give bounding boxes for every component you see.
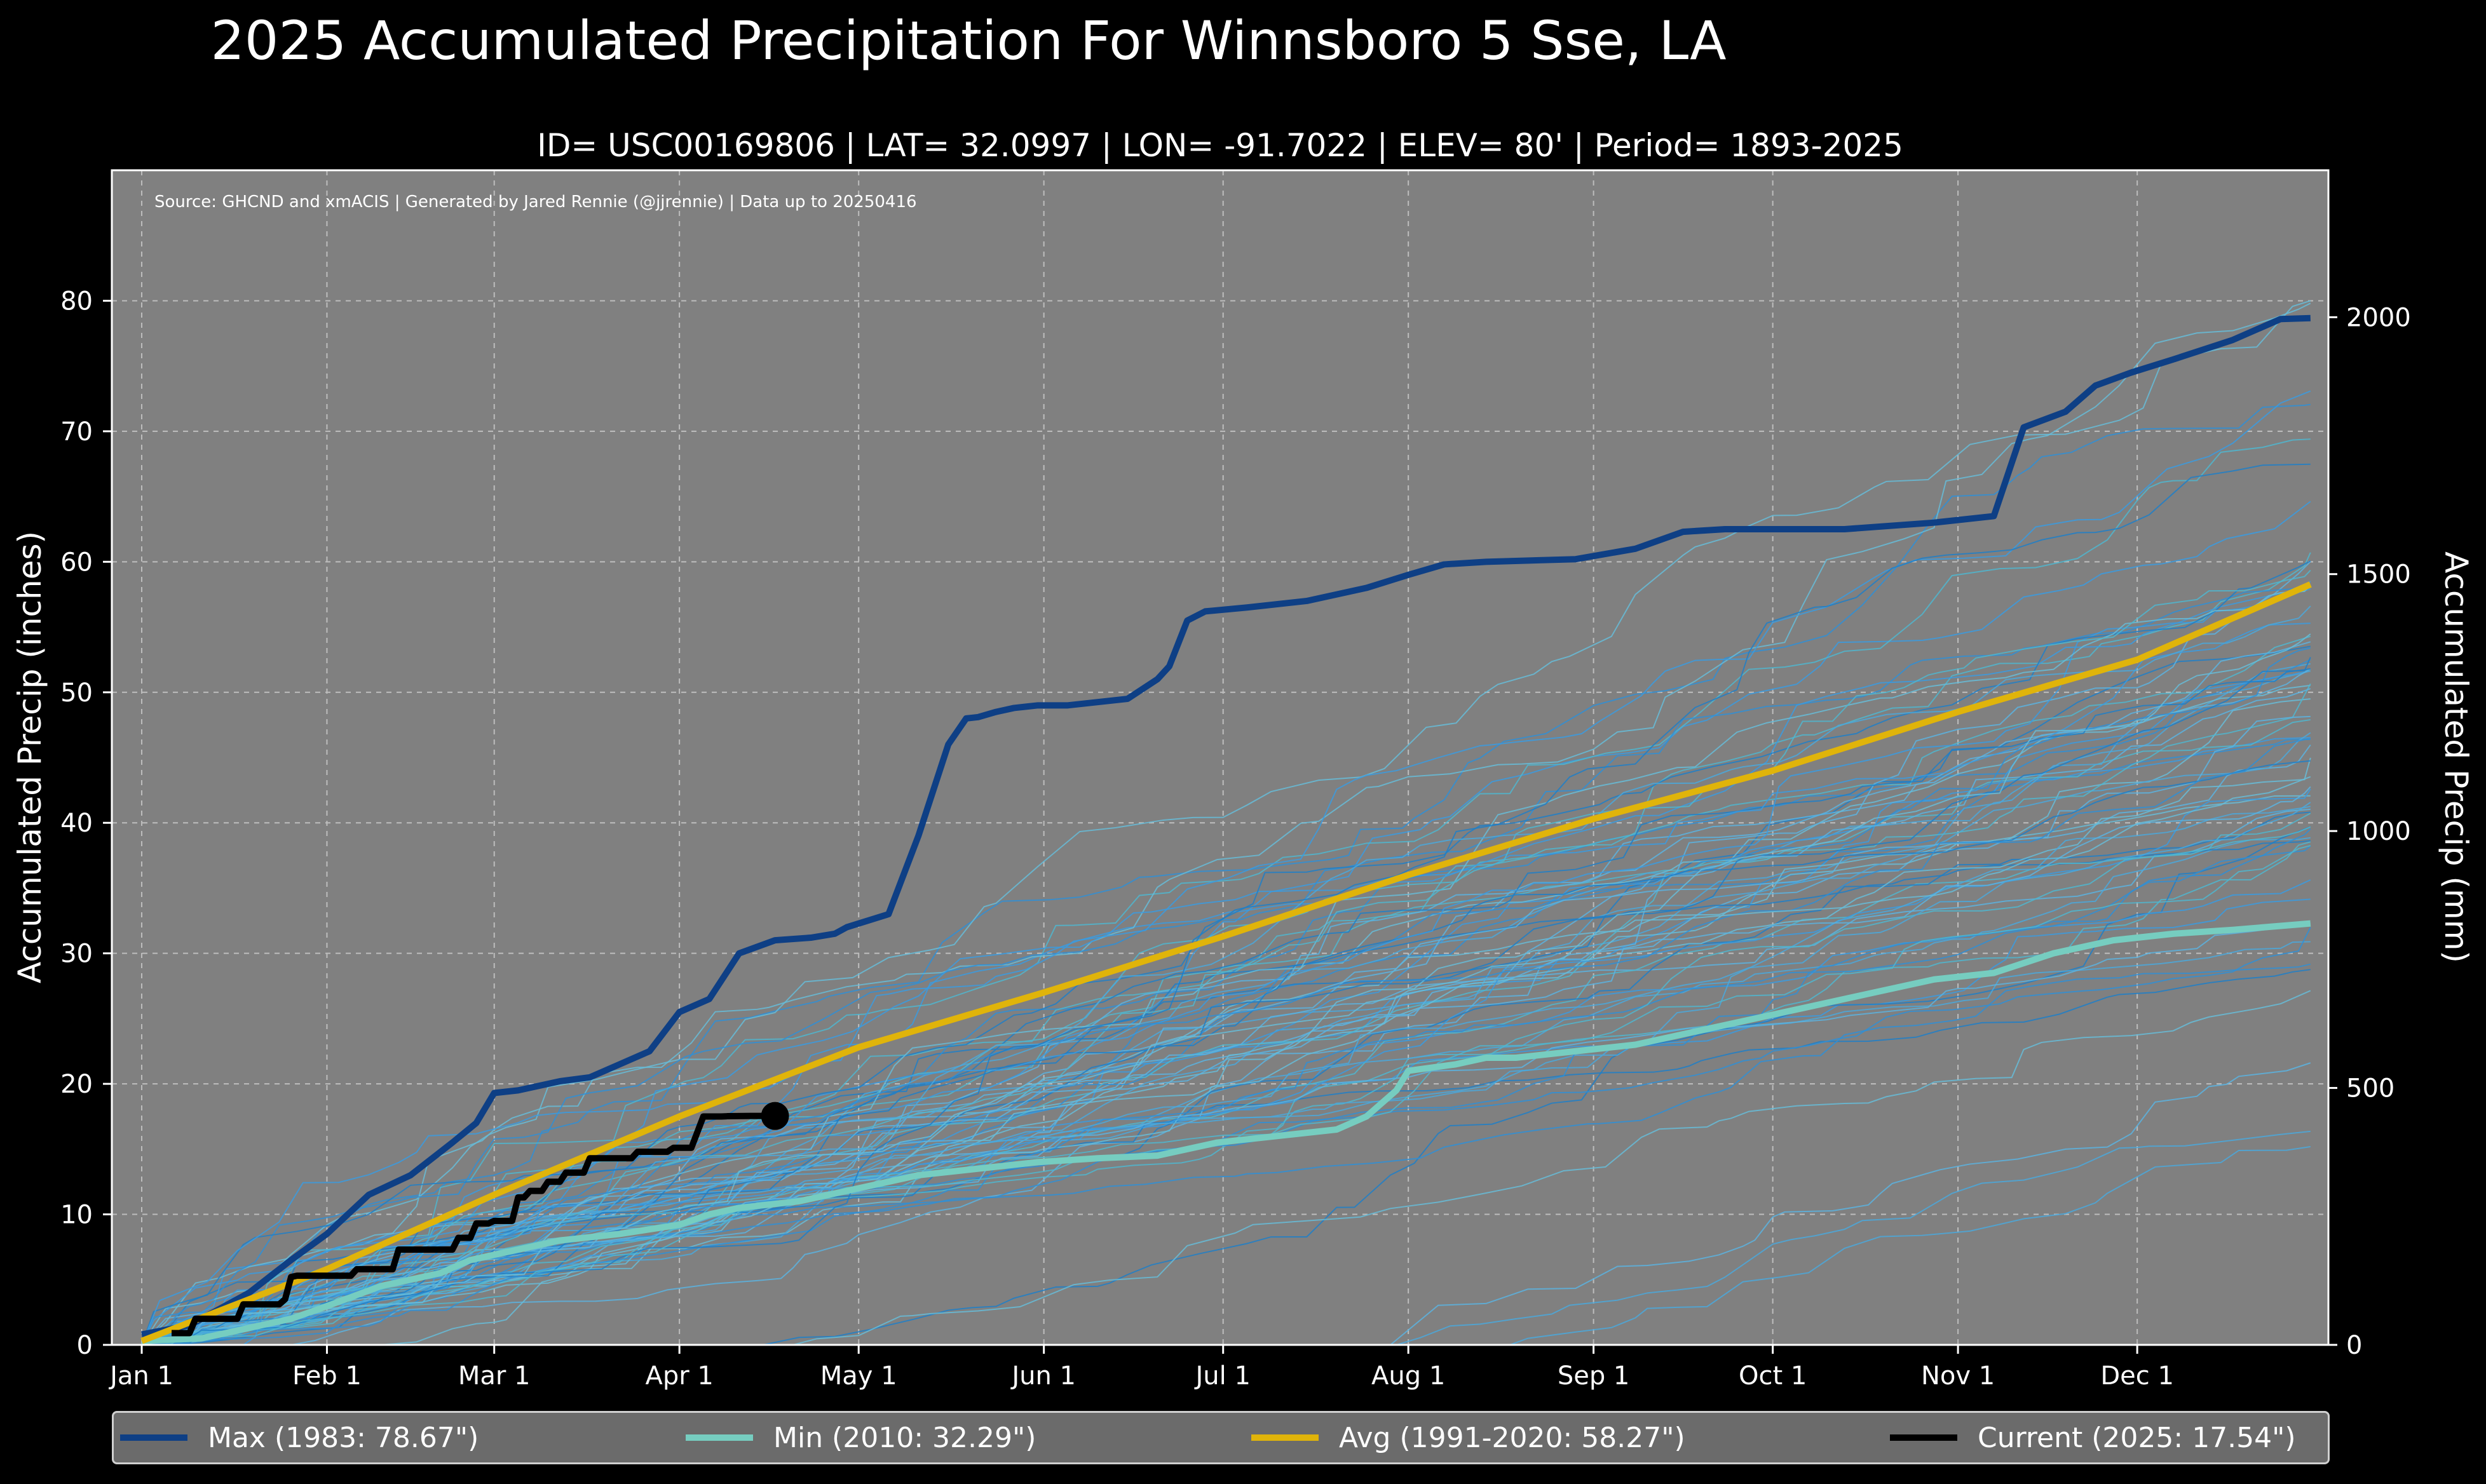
y-tick-label-right: 1000 (2346, 817, 2411, 846)
y-tick-label-left: 70 (60, 417, 93, 447)
historic-trace (141, 683, 2311, 1346)
legend-swatch-max (120, 1434, 187, 1441)
historic-trace (141, 302, 2311, 1346)
historic-trace (141, 802, 2311, 1346)
series-layer (140, 314, 2312, 1344)
historic-trace (141, 623, 2311, 1346)
historic-trace (1390, 1062, 2311, 1346)
historic-trace (141, 569, 2311, 1346)
y-tick-label-right: 2000 (2346, 303, 2411, 332)
legend-label-current: Current (2025: 17.54") (1978, 1421, 2296, 1454)
historic-trace (141, 605, 2311, 1346)
legend-item-avg: Avg (1991-2020: 58.27") (1251, 1413, 1685, 1462)
y-tick-label-left: 80 (60, 287, 93, 316)
historic-trace (141, 715, 2311, 1346)
historic-traces (141, 300, 2311, 1346)
legend-item-max: Max (1983: 78.67") (120, 1413, 479, 1462)
series-line-min (141, 920, 2311, 1344)
historic-trace (141, 927, 2311, 1346)
y-tick-label-left: 30 (60, 940, 93, 969)
y-tick-label-right: 500 (2346, 1074, 2394, 1103)
historic-trace (142, 586, 2311, 1346)
plot-frame (111, 169, 2330, 1346)
historic-trace (1509, 1145, 2311, 1346)
historic-trace (141, 688, 2311, 1346)
source-note: Source: GHCND and xmACIS | Generated by … (154, 192, 917, 212)
historic-trace (380, 633, 2311, 1346)
historic-trace (141, 813, 2311, 1346)
y-tick-label-left: 60 (60, 548, 93, 577)
chart-subtitle: ID= USC00169806 | LAT= 32.0997 | LON= -9… (537, 127, 1903, 164)
x-tick-label: Oct 1 (1739, 1361, 1807, 1391)
y-tick-label-left: 0 (77, 1331, 93, 1360)
y-tick-label-left: 50 (60, 678, 93, 708)
legend-swatch-current (1890, 1434, 1957, 1441)
x-tick-label: Nov 1 (1921, 1361, 1995, 1391)
x-tick-label: Jan 1 (108, 1361, 173, 1391)
historic-trace (141, 737, 2311, 1346)
historic-trace (141, 584, 2311, 1346)
historic-trace (141, 552, 2311, 1346)
series-line-current (172, 1112, 775, 1337)
x-tick-label: Mar 1 (458, 1361, 531, 1391)
ticks: Jan 1 Feb 1 Mar 1 Apr 1 May 1 Jun 1 Jul 1 Aug 1… (60, 287, 2411, 1391)
x-tick-label: Feb 1 (292, 1361, 362, 1391)
grid (112, 170, 2328, 1345)
historic-trace (141, 738, 2311, 1346)
legend-item-min: Min (2010: 32.29") (686, 1413, 1036, 1462)
historic-trace (141, 806, 2311, 1346)
x-tick-label: Apr 1 (645, 1361, 713, 1391)
plot-area (112, 170, 2328, 1345)
left-axis-label: Accumulated Precip (inches) (11, 531, 48, 983)
legend-swatch-min (686, 1434, 753, 1441)
legend-item-current: Current (2025: 17.54") (1890, 1413, 2296, 1462)
right-axis-label: Accumulated Precip (mm) (2438, 551, 2475, 963)
historic-trace (141, 560, 2311, 1346)
historic-trace (1396, 1130, 2311, 1346)
historic-trace (141, 657, 2311, 1346)
historic-trace (141, 738, 2311, 1346)
x-tick-label: Aug 1 (1371, 1361, 1445, 1391)
historic-trace (792, 990, 2311, 1346)
legend-swatch-avg (1251, 1434, 1319, 1441)
historic-trace (141, 826, 2311, 1346)
historic-trace (141, 808, 2311, 1346)
historic-trace (141, 922, 2311, 1346)
x-tick-label: May 1 (820, 1361, 897, 1391)
legend-label-min: Min (2010: 32.29") (773, 1421, 1036, 1454)
legend-label-max: Max (1983: 78.67") (208, 1421, 479, 1454)
historic-trace (141, 647, 2311, 1346)
chart-title: 2025 Accumulated Precipitation For Winns… (210, 10, 1727, 72)
series-line-avg (140, 581, 2312, 1344)
historic-trace (141, 786, 2311, 1346)
y-tick-label-left: 40 (60, 809, 93, 838)
historic-trace (141, 776, 2311, 1346)
historic-trace (141, 581, 2311, 1346)
historic-trace (141, 760, 2311, 1346)
historic-trace (141, 659, 2311, 1346)
x-tick-label: Sep 1 (1558, 1361, 1630, 1391)
historic-trace (141, 663, 2311, 1346)
historic-trace (141, 668, 2311, 1346)
historic-trace (141, 438, 2311, 1346)
y-tick-label-right: 1500 (2346, 560, 2411, 590)
historic-trace (763, 826, 2311, 1346)
historic-trace (141, 390, 2311, 1346)
legend: Max (1983: 78.67") Min (2010: 32.29") Av… (112, 1411, 2330, 1464)
x-tick-label: Jun 1 (1010, 1361, 1076, 1391)
y-tick-label-left: 10 (60, 1201, 93, 1230)
y-tick-label-left: 20 (60, 1070, 93, 1099)
legend-label-avg: Avg (1991-2020: 58.27") (1339, 1421, 1685, 1454)
historic-trace (141, 300, 2311, 1346)
x-tick-label: Dec 1 (2100, 1361, 2174, 1391)
x-tick-label: Jul 1 (1193, 1361, 1250, 1391)
historic-trace (141, 845, 2311, 1346)
series-line-max (141, 314, 2311, 1338)
current-marker (761, 1102, 789, 1130)
historic-trace (141, 795, 2311, 1346)
y-tick-label-right: 0 (2346, 1331, 2362, 1360)
